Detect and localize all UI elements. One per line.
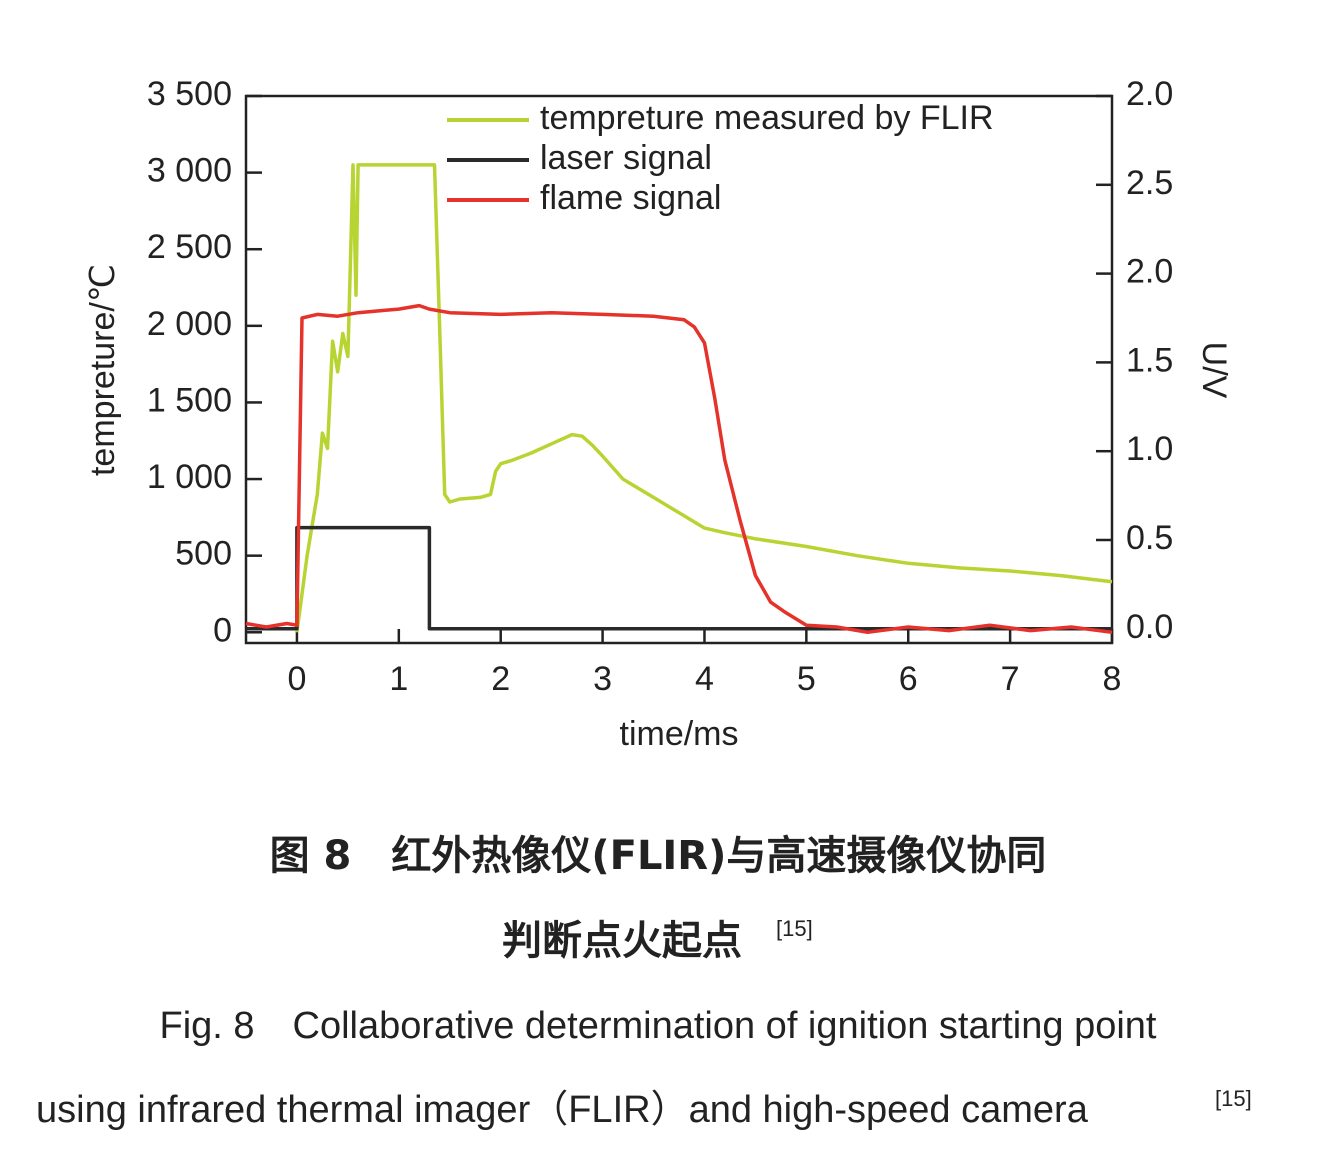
legend-label: flame signal: [540, 179, 721, 217]
series-line: [295, 163, 1113, 633]
x-tick-label: 3: [593, 660, 612, 698]
y2-tick-label: 0.0: [1126, 608, 1173, 646]
legend-label: tempreture measured by FLIR: [540, 99, 994, 137]
x-tick-label: 7: [1001, 660, 1020, 698]
plot-frame: [244, 94, 1114, 645]
x-tick-label: 5: [797, 660, 816, 698]
caption-en: Fig. 8 Collaborative determination of ig…: [160, 1005, 1157, 1047]
y-tick-label: 1 000: [147, 458, 232, 496]
series-line: [246, 525, 1112, 631]
caption-ref: [15]: [776, 916, 813, 941]
x-tick-label: 8: [1103, 660, 1122, 698]
y2-tick-label: 2.5: [1126, 164, 1173, 202]
caption-ref: [15]: [1215, 1086, 1252, 1111]
x-axis-label: time/ms: [620, 715, 739, 753]
series-line: [245, 303, 1113, 635]
y-tick-label: 2 000: [147, 305, 232, 343]
y-axis-label: tempreture/℃: [84, 264, 122, 476]
caption-zh: 图 8 红外热像仪(FLIR)与高速摄像仪协同: [270, 833, 1047, 879]
y-tick-label: 3 000: [147, 152, 232, 190]
y-tick-label: 1 500: [147, 381, 232, 419]
y-tick-label: 500: [175, 535, 232, 573]
y2-tick-label: 2.0: [1126, 253, 1173, 291]
legend-label: laser signal: [540, 139, 712, 177]
x-tick-label: 0: [287, 660, 306, 698]
y2-tick-label: 1.5: [1126, 341, 1173, 379]
x-tick-label: 1: [389, 660, 408, 698]
y-tick-label: 3 500: [147, 75, 232, 113]
caption-en: using infrared thermal imager（FLIR）and h…: [36, 1089, 1089, 1131]
y2-tick-label: 2.0: [1126, 75, 1173, 113]
x-tick-label: 6: [899, 660, 918, 698]
y-tick-label: 0: [213, 611, 232, 649]
y2-axis-label: U/V: [1195, 342, 1233, 399]
y2-tick-label: 0.5: [1126, 519, 1173, 557]
caption-zh: 判断点火起点: [502, 918, 742, 964]
y2-tick-label: 1.0: [1126, 430, 1173, 468]
x-tick-label: 2: [491, 660, 510, 698]
x-tick-label: 4: [695, 660, 714, 698]
y-tick-label: 2 500: [147, 228, 232, 266]
